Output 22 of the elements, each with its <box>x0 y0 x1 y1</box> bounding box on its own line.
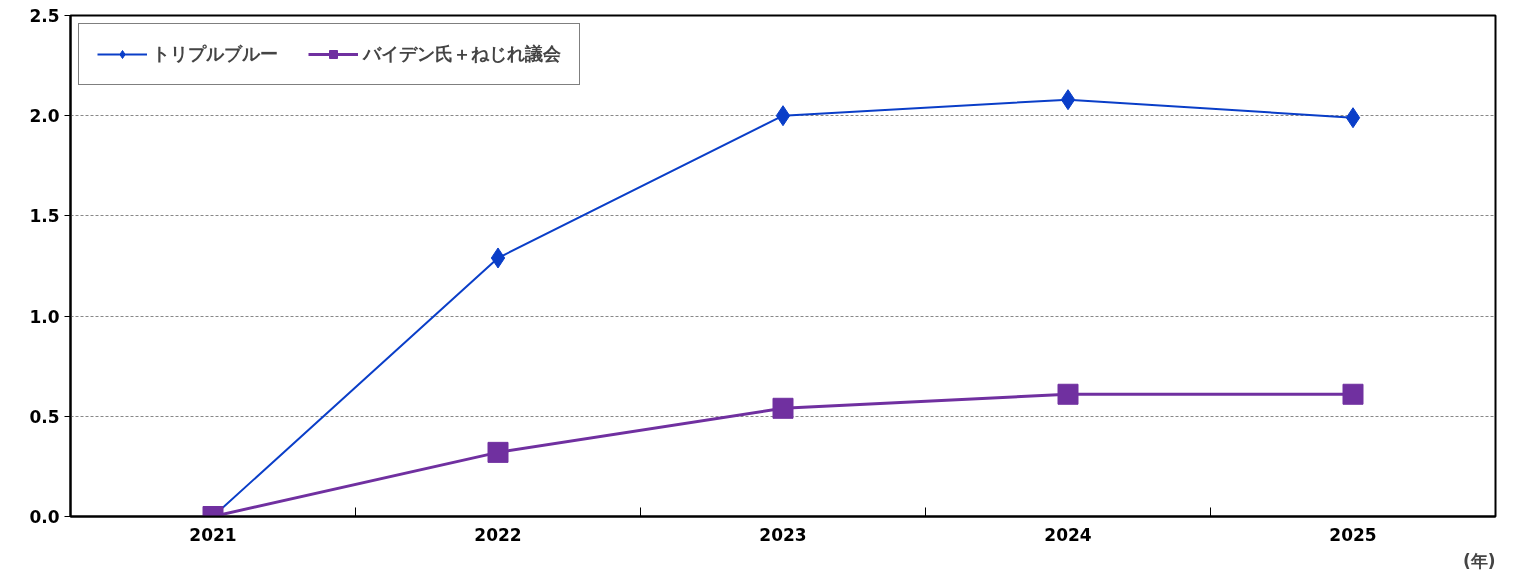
legend-label: バイデン氏＋ねじれ議会 <box>363 42 561 66</box>
x-axis-title: (年) <box>1462 550 1496 571</box>
x-tick-label: 2021 <box>189 524 237 545</box>
x-tick-label: 2023 <box>759 524 807 545</box>
x-tick-label: 2022 <box>474 524 522 545</box>
point <box>1342 383 1364 405</box>
point <box>490 247 506 269</box>
point <box>1060 89 1076 111</box>
x-tick-label: 2025 <box>1329 524 1377 545</box>
y-tick-label: 0.0 <box>29 507 60 527</box>
point <box>1345 107 1361 129</box>
legend-label: トリプルブルー <box>152 42 278 66</box>
x-tick-label: 2024 <box>1044 524 1092 545</box>
y-tick-label: 1.0 <box>29 306 60 327</box>
point <box>1057 383 1079 405</box>
y-tick-label: 2.5 <box>29 6 60 26</box>
point <box>487 441 509 463</box>
y-tick-label: 1.5 <box>29 206 60 227</box>
point <box>772 397 794 419</box>
y-tick-label: 0.5 <box>29 406 60 427</box>
y-tick-label: 2.0 <box>29 106 60 127</box>
point <box>775 105 791 127</box>
